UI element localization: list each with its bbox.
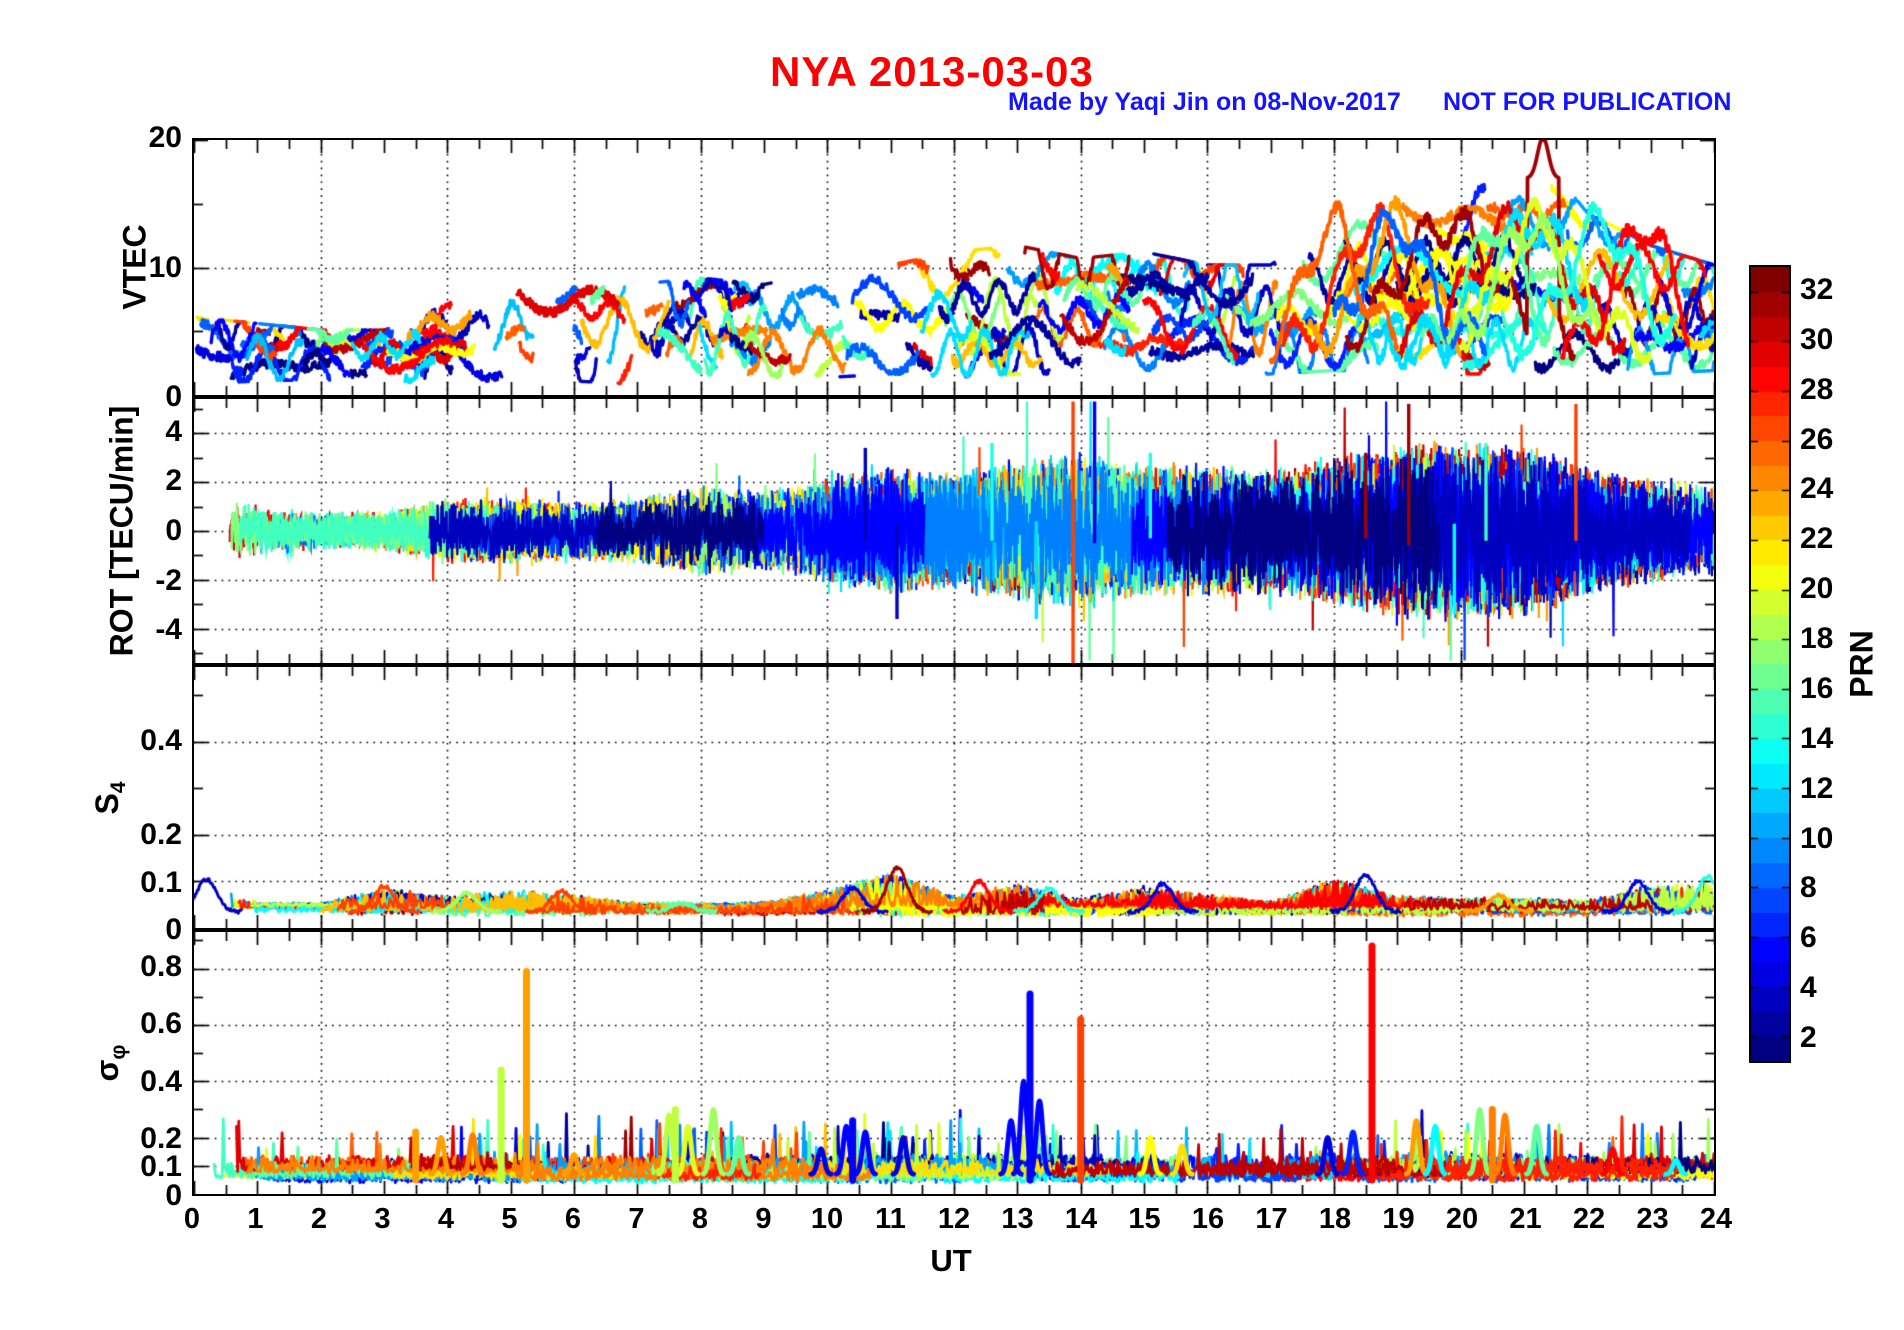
ytick-label-sigma-phi: 0.2 [140, 1121, 182, 1155]
xtick-label: 23 [1636, 1203, 1669, 1235]
colorbar-tick-label: 24 [1800, 472, 1834, 506]
colorbar-tick-label: 10 [1800, 821, 1834, 855]
xtick-label: 4 [437, 1203, 455, 1235]
xtick-label: 2 [310, 1203, 328, 1235]
axis-label-rot: ROT [TECU/min] [103, 405, 140, 657]
panel-vtec [192, 138, 1716, 397]
ytick-label-sigma-phi: 0.1 [140, 1150, 182, 1184]
colorbar-tick-label: 4 [1800, 971, 1817, 1005]
colorbar-tick-label: 8 [1800, 871, 1817, 905]
xtick-label: 16 [1191, 1203, 1225, 1235]
ytick-label-s4: 0.1 [140, 865, 182, 899]
colorbar-tick-label: 14 [1800, 721, 1834, 755]
colorbar-tick-label: 18 [1800, 622, 1834, 656]
xtick-label: 18 [1318, 1203, 1352, 1235]
colorbar-tick-label: 26 [1800, 422, 1834, 456]
xtick-label: 13 [1001, 1203, 1034, 1235]
xtick-label: 0 [183, 1203, 201, 1235]
xtick-label: 12 [937, 1203, 971, 1235]
colorbar-title: PRN [1843, 630, 1880, 698]
ytick-label-rot: 4 [165, 414, 182, 448]
xtick-label: 5 [501, 1203, 518, 1235]
xtick-label: 9 [755, 1203, 772, 1235]
ytick-label-sigma-phi: 0.4 [140, 1064, 182, 1098]
ytick-label-sigma-phi: 0.8 [140, 950, 182, 984]
ytick-label-rot: 2 [165, 464, 182, 498]
ytick-label-rot: -2 [155, 563, 182, 597]
chart-credit: Made by Yaqi Jin on 08-Nov-2017 [1008, 88, 1401, 116]
panel-sigma-phi [192, 930, 1716, 1196]
xtick-label: 22 [1572, 1203, 1606, 1235]
ytick-label-rot: -4 [155, 613, 182, 647]
colorbar-tick-label: 28 [1800, 372, 1834, 406]
xtick-label: 17 [1255, 1203, 1288, 1235]
xtick-label: 20 [1445, 1203, 1479, 1235]
xtick-label: 10 [810, 1203, 844, 1235]
colorbar-tick-label: 30 [1800, 322, 1834, 356]
ytick-label-sigma-phi: 0.6 [140, 1007, 182, 1041]
colorbar-tick-label: 12 [1800, 771, 1834, 805]
xtick-label: 8 [691, 1203, 709, 1235]
colorbar-tick-label: 6 [1800, 921, 1817, 955]
axis-label-ut: UT [930, 1243, 972, 1278]
chart-title: NYA 2013-03-03 [770, 48, 1094, 95]
ytick-label-vtec: 20 [148, 121, 182, 154]
xtick-label: 1 [247, 1203, 264, 1235]
ytick-label-s4: 0 [165, 913, 182, 946]
colorbar-tick-label: 2 [1800, 1021, 1817, 1055]
colorbar-tick-label: 22 [1800, 522, 1834, 556]
panel-s4 [192, 665, 1716, 930]
colorbar-prn [1749, 265, 1791, 1063]
ytick-label-vtec: 0 [165, 380, 182, 413]
xtick-label: 19 [1382, 1203, 1415, 1235]
xtick-label: 14 [1064, 1203, 1098, 1235]
ytick-label-s4: 0.4 [140, 723, 182, 757]
xtick-label: 3 [374, 1203, 391, 1235]
ytick-label-vtec: 10 [148, 250, 182, 284]
ytick-label-sigma-phi: 0 [165, 1179, 182, 1212]
xtick-label: 6 [564, 1203, 582, 1235]
colorbar-tick-label: 32 [1800, 272, 1834, 306]
xtick-label: 21 [1509, 1203, 1542, 1235]
ytick-label-rot: 0 [165, 514, 182, 547]
axis-label-sigma-phi: σφ [89, 1044, 130, 1082]
axis-label-s4: S4 [89, 781, 130, 815]
xtick-label: 11 [875, 1203, 906, 1235]
ytick-label-s4: 0.2 [140, 818, 182, 852]
colorbar-tick-label: 20 [1800, 572, 1834, 606]
xtick-label: 7 [628, 1203, 645, 1235]
panel-rot [192, 397, 1716, 665]
xtick-label: 15 [1128, 1203, 1161, 1235]
xtick-label: 24 [1699, 1203, 1733, 1235]
colorbar-tick-label: 16 [1800, 671, 1834, 705]
publication-notice: NOT FOR PUBLICATION [1443, 88, 1732, 116]
